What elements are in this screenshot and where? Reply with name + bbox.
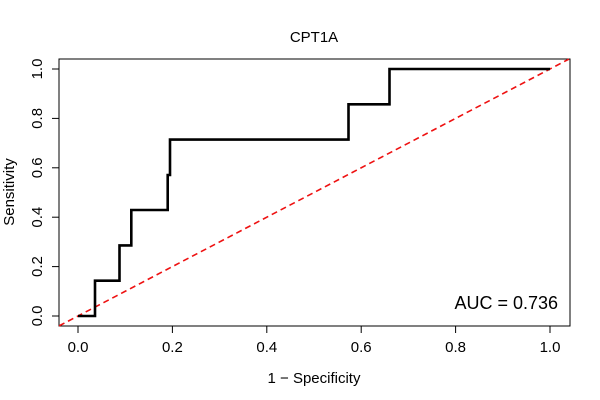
chance-line (58, 58, 570, 327)
auc-annotation: AUC = 0.736 (454, 293, 558, 313)
x-tick-label: 0.2 (162, 339, 183, 356)
x-tick-label: 1.0 (540, 339, 561, 356)
y-tick-label: 0.0 (29, 306, 46, 327)
x-axis-label: 1 − Specificity (268, 370, 361, 387)
y-axis-label: Sensitivity (1, 158, 18, 226)
chart-title: CPT1A (290, 29, 338, 46)
plot-frame (58, 58, 571, 327)
x-tick-label: 0.4 (256, 339, 277, 356)
series-layer (58, 58, 570, 327)
y-axis: 0.0 0.2 0.4 0.6 0.8 1.0 (29, 59, 60, 327)
x-tick-label: 0.0 (68, 339, 89, 356)
x-axis: 0.0 0.2 0.4 0.6 0.8 1.0 (68, 325, 561, 356)
y-tick-label: 0.2 (29, 256, 46, 277)
x-tick-label: 0.6 (351, 339, 372, 356)
y-tick-label: 0.6 (29, 157, 46, 178)
y-tick-label: 0.8 (29, 108, 46, 129)
y-tick-label: 0.4 (29, 207, 46, 228)
y-tick-label: 1.0 (29, 59, 46, 80)
x-tick-label: 0.8 (445, 339, 466, 356)
roc-curve (78, 67, 550, 318)
